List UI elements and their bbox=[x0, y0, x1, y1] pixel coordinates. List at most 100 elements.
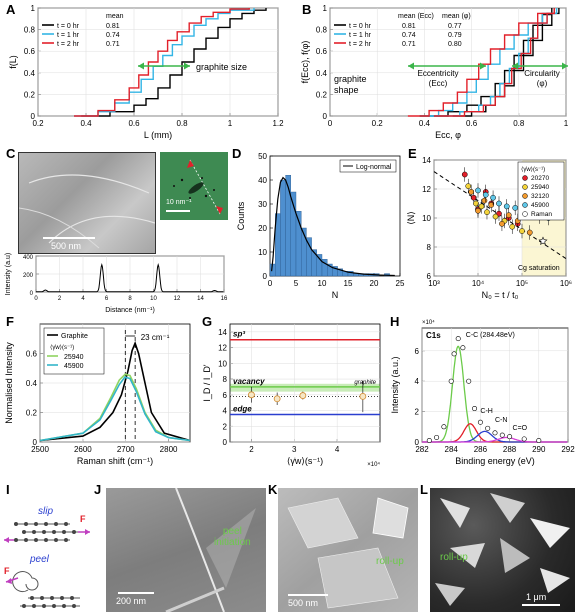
legend-entry: t = 2 hr bbox=[57, 41, 80, 48]
x-axis-label: L (mm) bbox=[144, 130, 172, 140]
annotation-graphite: graphite bbox=[334, 74, 367, 84]
series-line-t1hr bbox=[74, 8, 255, 117]
data-point-32120 bbox=[499, 220, 505, 227]
data-point-45900 bbox=[512, 205, 519, 211]
y-tick-label: 0.8 bbox=[24, 26, 36, 35]
y-axis-label: I_D / I_D' bbox=[202, 364, 212, 402]
y-tick-label: 0.2 bbox=[26, 409, 38, 418]
x-tick-label: 0.2 bbox=[372, 119, 384, 128]
y-tick-label: 200 bbox=[23, 273, 34, 279]
y-axis-label: f(L) bbox=[8, 55, 18, 69]
y-tick-label: 14 bbox=[218, 328, 227, 337]
y-tick-label: 50 bbox=[258, 152, 267, 161]
data-point bbox=[466, 378, 472, 384]
diffraction-pattern bbox=[173, 159, 223, 215]
sem-image-k: roll-up 500 nm bbox=[278, 488, 418, 612]
x-tick-label: 0.2 bbox=[32, 119, 44, 128]
data-point bbox=[472, 406, 478, 412]
x-tick-label: 10⁶ bbox=[560, 279, 572, 288]
peel-label: peel bbox=[29, 554, 50, 565]
panel-label-a: A bbox=[6, 2, 16, 17]
data-point-32120 bbox=[475, 207, 481, 214]
legend-entry: t = 1 hr bbox=[57, 32, 80, 39]
x-axis-label: N₀ = t / t₀ bbox=[482, 290, 519, 300]
legend-title: ⟨γ̇w⟩(s⁻¹) bbox=[50, 344, 74, 351]
series-phi-line bbox=[419, 8, 553, 117]
data-point-32120 bbox=[468, 189, 475, 195]
sem-j-scalebar bbox=[118, 592, 154, 594]
legend-entry: 32120 bbox=[531, 193, 549, 200]
data-point-25940 bbox=[478, 203, 485, 210]
legend-marker bbox=[522, 202, 528, 208]
legend-entry: t = 0 hr bbox=[57, 23, 80, 30]
x-axis-label: Ecc, φ bbox=[435, 130, 461, 140]
y-axis-label: ⟨N⟩ bbox=[406, 211, 416, 225]
data-point bbox=[426, 437, 432, 443]
y-tick-label: 2 bbox=[223, 422, 228, 431]
y-tick-label: 0.8 bbox=[316, 26, 328, 35]
y-tick-label: 400 bbox=[23, 255, 34, 261]
data-point bbox=[248, 391, 255, 399]
series-line-t2hr bbox=[74, 8, 250, 117]
y-tick-label: 0 bbox=[323, 112, 328, 121]
legend-mean: 0.74 bbox=[106, 32, 120, 39]
series-line-Graphite bbox=[39, 340, 191, 442]
sem-k-annotation: roll-up bbox=[376, 556, 404, 567]
legend-title: ⟨γ̇w⟩(s⁻¹) bbox=[521, 166, 545, 173]
annotation-circularity: Circularity bbox=[524, 69, 560, 78]
y-tick-label: 6 bbox=[415, 347, 420, 356]
x-tick-label: 15 bbox=[344, 279, 353, 288]
x-tick-label: 2600 bbox=[74, 445, 92, 454]
x-tick-label: 10⁵ bbox=[516, 279, 528, 288]
y-tick-label: 12 bbox=[422, 185, 431, 194]
legend-entry: 45900 bbox=[531, 202, 549, 209]
data-point-45900 bbox=[503, 203, 510, 210]
x-tick-label: 3 bbox=[292, 445, 297, 454]
sem-k-scalebar-label: 500 nm bbox=[288, 598, 319, 608]
y-tick-label: 8 bbox=[223, 375, 228, 384]
peel-force-label: F bbox=[4, 566, 10, 576]
sem-j-scalebar-label: 200 nm bbox=[116, 596, 147, 606]
y-axis-label: f(Ecc), f(φ) bbox=[300, 41, 310, 84]
histogram-bar bbox=[306, 237, 312, 277]
x-tick-label: 0.6 bbox=[466, 119, 478, 128]
sem-k-scalebar bbox=[288, 594, 328, 596]
x-tick-label: 2500 bbox=[31, 445, 49, 454]
legend-marker bbox=[522, 193, 528, 199]
data-point bbox=[521, 436, 527, 442]
diffraction-scalebar bbox=[166, 210, 190, 212]
series-line-25940 bbox=[39, 373, 191, 442]
annotation-arrow-head-left bbox=[138, 62, 144, 70]
peak-label: C-C (284.48eV) bbox=[466, 332, 515, 339]
intensity-profile-line bbox=[36, 263, 224, 293]
y-tick-label: 6 bbox=[427, 272, 432, 281]
annotation-text: graphite size bbox=[196, 62, 247, 72]
x-axis-label: Raman shift (cm⁻¹) bbox=[77, 456, 153, 466]
legend-header-phi: mean (φ) bbox=[442, 13, 471, 20]
slip-peel-schematic: slip F peel F bbox=[4, 506, 90, 608]
y-tick-label: 6 bbox=[223, 391, 228, 400]
x-tick-label: 1 bbox=[564, 119, 569, 128]
x-tick-label: 4 bbox=[81, 296, 85, 302]
x-axis-label: Distance (nm⁻¹) bbox=[105, 307, 155, 314]
data-point bbox=[441, 424, 447, 430]
legend-box bbox=[339, 159, 397, 173]
histogram-bar bbox=[285, 175, 291, 277]
chart-h-xps: 282 284 286 288 290 292 0 2 4 6 Binding energy (eV… bbox=[390, 319, 575, 466]
data-point-25940 bbox=[484, 209, 490, 216]
annotation-shape: shape bbox=[334, 85, 359, 95]
data-point-25940 bbox=[465, 183, 472, 189]
x-tick-label: 286 bbox=[474, 445, 488, 454]
histogram-bar bbox=[316, 254, 323, 277]
y-tick-label: 0 bbox=[30, 291, 34, 297]
band-label: graphite bbox=[354, 380, 376, 386]
data-point bbox=[460, 345, 466, 351]
chart-title: C1s bbox=[426, 331, 441, 340]
x-tick-label: 10³ bbox=[428, 279, 440, 288]
tem-image: 500 nm bbox=[18, 152, 156, 254]
data-point bbox=[485, 425, 491, 431]
legend-mean-ecc: 0.71 bbox=[402, 41, 416, 48]
legend-mean: 0.81 bbox=[106, 23, 120, 30]
x-tick-label: 5 bbox=[294, 279, 299, 288]
